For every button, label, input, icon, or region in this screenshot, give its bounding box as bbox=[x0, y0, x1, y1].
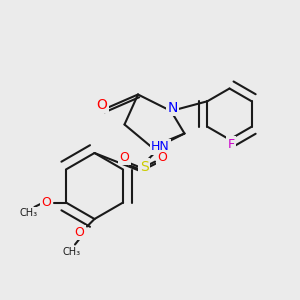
Text: HN: HN bbox=[151, 140, 170, 154]
Text: CH₃: CH₃ bbox=[20, 208, 38, 218]
Text: O: O bbox=[157, 151, 167, 164]
Text: N: N bbox=[167, 101, 178, 115]
Text: S: S bbox=[140, 160, 148, 173]
Text: CH₃: CH₃ bbox=[63, 247, 81, 257]
Text: O: O bbox=[41, 196, 51, 209]
Text: O: O bbox=[75, 226, 84, 239]
Text: F: F bbox=[227, 137, 235, 151]
Text: O: O bbox=[97, 98, 107, 112]
Text: O: O bbox=[120, 151, 129, 164]
